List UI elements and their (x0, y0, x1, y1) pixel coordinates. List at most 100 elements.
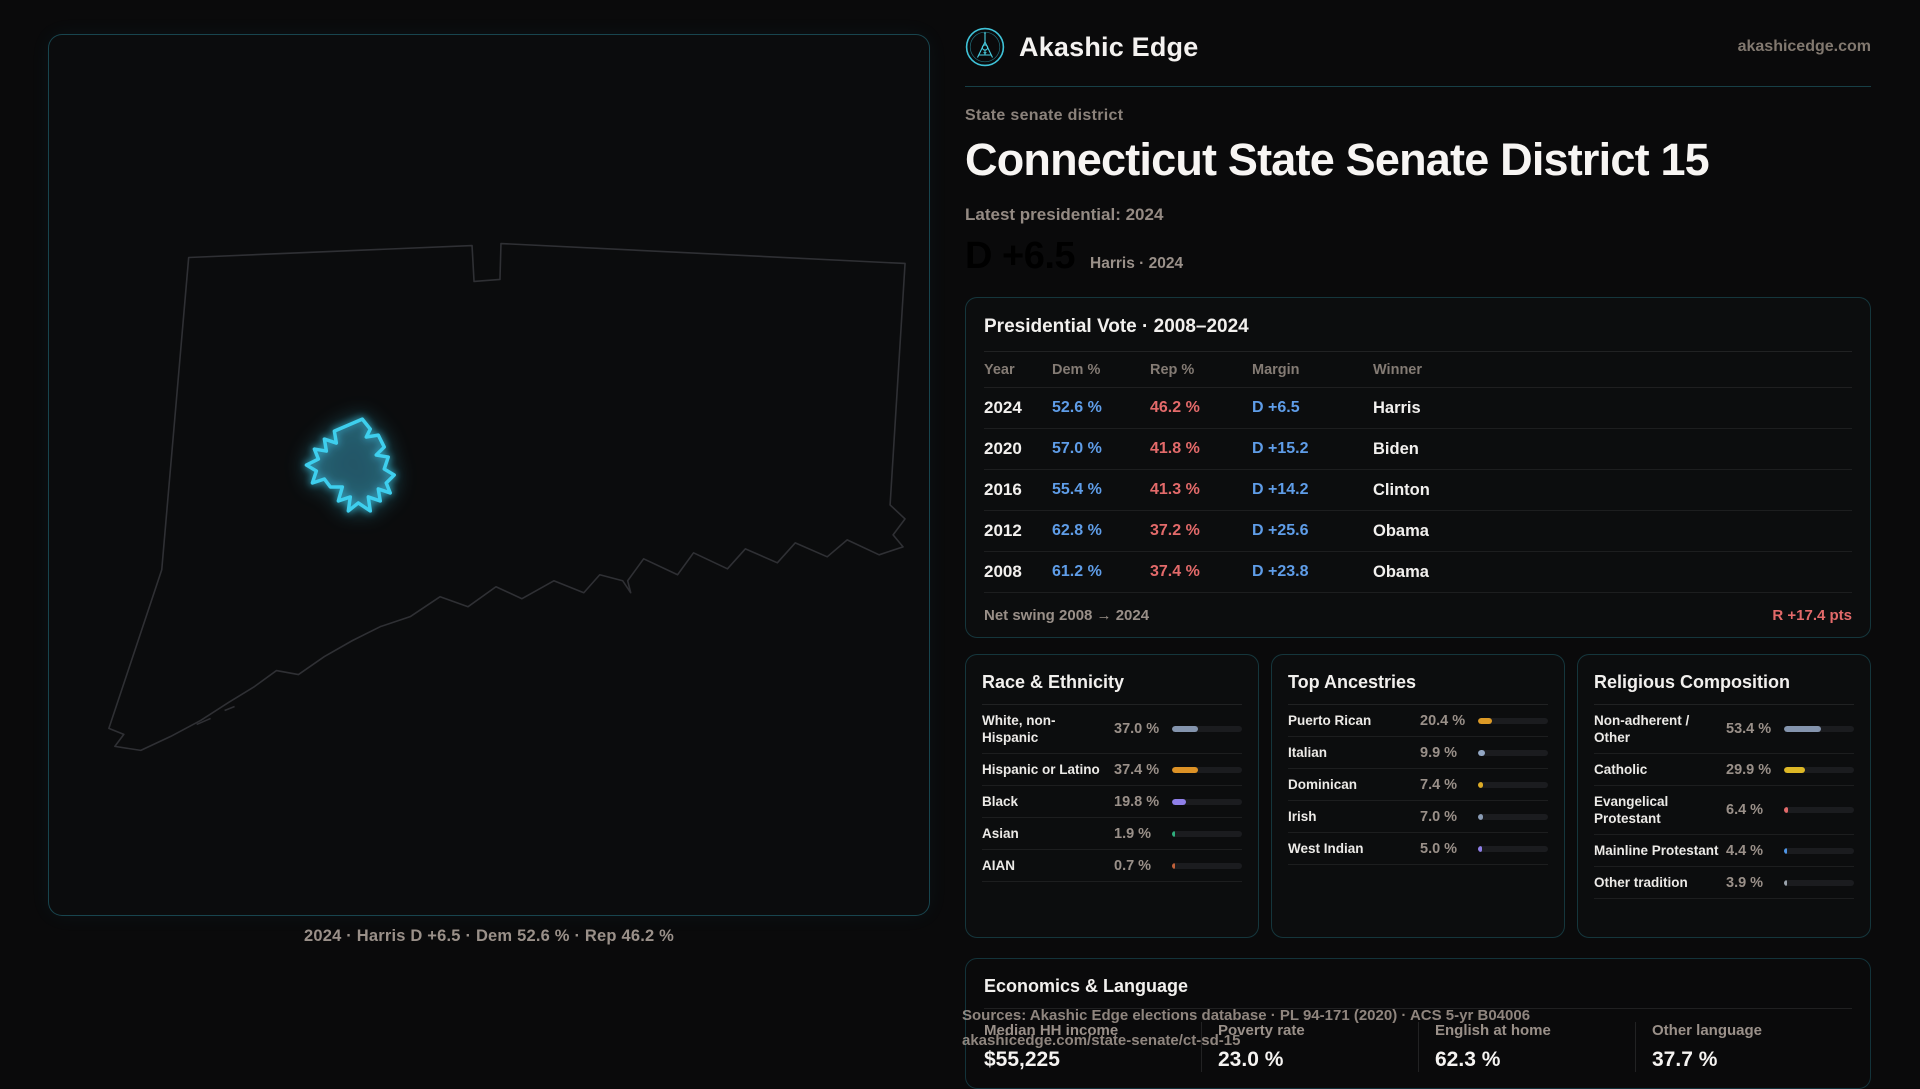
panel-title: Top Ancestries (1288, 672, 1417, 692)
mini-bar-track (1172, 766, 1242, 773)
dem-share-cell: 57.0 % (1052, 440, 1102, 457)
panel-row: West Indian 5.0 % (1288, 833, 1548, 865)
panel-row-label: Other tradition (1594, 875, 1688, 890)
source-line-1: Sources: Akashic Edge elections database… (962, 1007, 1531, 1024)
panel-row: Other tradition 3.9 % (1594, 867, 1854, 899)
site-domain-link[interactable]: akashicedge.com (1737, 38, 1871, 55)
brand-name: Akashic Edge (1019, 31, 1199, 62)
brand-logo-icon (965, 27, 1005, 67)
panel-row-value: 4.4 % (1726, 842, 1764, 859)
panel-title-divider (1594, 704, 1854, 705)
mini-bar-track (1478, 781, 1548, 788)
margin-cell: D +23.8 (1252, 563, 1309, 580)
mini-bar-fill (1172, 726, 1198, 732)
margin-cell: D +6.5 (1252, 399, 1300, 416)
panel-row: Hispanic or Latino 37.4 % (982, 754, 1242, 786)
page-title: Connecticut State Senate District 15 (965, 134, 1710, 185)
mini-bar-fill (1172, 798, 1186, 805)
table-row: 2020 57.0 % 41.8 % D +15.2 Biden (984, 429, 1852, 470)
net-swing-value: R +17.4 pts (1772, 606, 1852, 624)
rep-share-cell: 41.3 % (1150, 481, 1200, 498)
sources-note: Sources: Akashic Edge elections database… (962, 1003, 1802, 1053)
stat-cell: English at home 62.3 % (1418, 1022, 1635, 1072)
margin-cell: D +25.6 (1252, 522, 1309, 539)
panel-row-value: 0.7 % (1114, 857, 1152, 874)
mini-bar-fill (1784, 726, 1822, 732)
panel-row: Catholic 29.9 % (1594, 754, 1854, 786)
winner-cell: Biden (1373, 439, 1419, 458)
demographic-panel: Top Ancestries Puerto Rican 20.4 % Italian 9… (1271, 654, 1565, 938)
panel-row-value: 3.9 % (1726, 874, 1764, 891)
panel-row-value: 37.0 % (1114, 721, 1160, 737)
mini-bar-track (1478, 845, 1548, 852)
stat-value: 37.7 % (1652, 1048, 1718, 1071)
column-header: Winner (1373, 361, 1423, 378)
demographic-panel: Race & Ethnicity White, non-Hispanic 37.0 … (965, 654, 1259, 938)
state-outline (108, 242, 906, 752)
mini-bar-fill (1478, 749, 1485, 756)
panel-row-label: Puerto Rican (1288, 713, 1372, 728)
panel-row: Mainline Protestant 4.4 % (1594, 835, 1854, 867)
year-cell: 2024 (984, 398, 1022, 417)
mini-bar-track (1172, 830, 1242, 837)
economics-card-title: Economics & Language (984, 976, 1189, 996)
brand-header: Akashic Edge akashicedge.com (965, 24, 1871, 70)
demographic-panel: Religious Composition Non-adherent / Othe… (1577, 654, 1871, 938)
stat-label: English at home (1435, 1022, 1551, 1039)
district-shape[interactable] (304, 417, 396, 513)
mini-bar-fill (1478, 845, 1482, 852)
district-type-kicker: State senate district (965, 107, 1124, 124)
presidential-card-title: Presidential Vote · 2008–2024 (984, 316, 1249, 337)
panel-row: Dominican 7.4 % (1288, 769, 1548, 801)
mini-bar-fill (1784, 807, 1789, 813)
headline-margin: D +6.5 Harris · 2024 (965, 235, 1871, 278)
stat-value: $55,225 (984, 1048, 1060, 1071)
year-cell: 2012 (984, 521, 1022, 540)
panel-row-value: 20.4 % (1420, 712, 1466, 729)
net-swing-label: Net swing 2008 → 2024 (984, 606, 1150, 624)
stat-cell: Median HH income $55,225 (984, 1022, 1201, 1072)
panel-row: Italian 9.9 % (1288, 737, 1548, 769)
stat-value: 23.0 % (1218, 1048, 1284, 1071)
demographics-row: Race & Ethnicity White, non-Hispanic 37.0 … (965, 654, 1871, 938)
panel-row-label: White, non-Hispanic (982, 713, 1056, 745)
mini-bar-fill (1172, 830, 1175, 837)
panel-row: Black 19.8 % (982, 786, 1242, 818)
mini-bar-track (1784, 879, 1854, 886)
table-header-row: Year Dem % Rep % Margin Winner (984, 352, 1852, 388)
mini-bar-track (1172, 726, 1242, 732)
economics-card: Economics & Language Median HH income $55… (965, 958, 1871, 1089)
mini-bar-fill (1478, 813, 1483, 820)
economics-stats-row: Median HH income $55,225 Poverty rate 23.0 … (984, 1022, 1852, 1072)
panel-row-label: Catholic (1594, 762, 1648, 777)
margin-value: D +6.5 (965, 235, 1076, 277)
year-cell: 2020 (984, 439, 1022, 458)
table-row: 2016 55.4 % 41.3 % D +14.2 Clinton (984, 470, 1852, 511)
dem-share-cell: 62.8 % (1052, 522, 1102, 539)
mini-bar-track (1172, 798, 1242, 805)
panel-title: Religious Composition (1594, 672, 1790, 692)
panel-row-label: Mainline Protestant (1594, 843, 1719, 858)
panel-row-value: 5.0 % (1420, 840, 1458, 857)
connecticut-map (108, 242, 906, 752)
panel-row: Irish 7.0 % (1288, 801, 1548, 833)
detail-column: Akashic Edge akashicedge.com State senat… (965, 0, 1871, 1089)
panel-row-value: 7.4 % (1420, 776, 1458, 793)
panel-row-label: Black (982, 794, 1019, 809)
net-swing-row: Net swing 2008 → 2024 R +17.4 pts (984, 593, 1852, 637)
panel-row-label: Hispanic or Latino (982, 762, 1100, 777)
panel-row-value: 1.9 % (1114, 825, 1152, 842)
panel-row: Asian 1.9 % (982, 818, 1242, 850)
mini-bar-track (1784, 807, 1854, 813)
dem-share-cell: 52.6 % (1052, 399, 1102, 416)
winner-cell: Obama (1373, 521, 1429, 540)
mini-bar-track (1478, 813, 1548, 820)
mini-bar-fill (1172, 862, 1175, 869)
rep-share-cell: 37.2 % (1150, 522, 1200, 539)
stat-label: Poverty rate (1218, 1022, 1305, 1039)
mini-bar-fill (1784, 766, 1805, 773)
mini-bar-track (1784, 726, 1854, 732)
economics-divider (984, 1008, 1852, 1009)
mini-bar-fill (1478, 717, 1493, 724)
winner-cell: Obama (1373, 562, 1429, 581)
